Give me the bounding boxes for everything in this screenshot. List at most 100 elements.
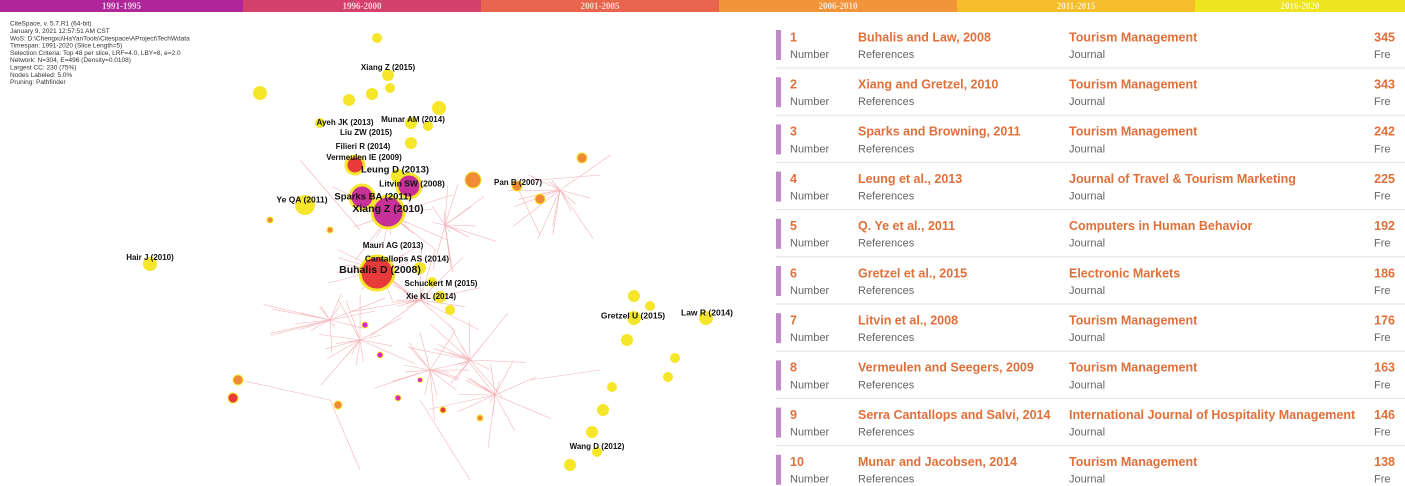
edge — [329, 319, 333, 354]
info-line: Selection Criteria: Top 48 per slice, LR… — [10, 50, 181, 57]
edge — [559, 154, 611, 191]
timeline-segment — [481, 0, 719, 12]
edge — [469, 359, 526, 363]
journal-label: Journal — [1069, 191, 1105, 203]
node — [348, 183, 376, 211]
node — [423, 121, 433, 131]
info-line: Pruning: Pathfinder — [10, 79, 66, 86]
node — [464, 171, 482, 189]
count-label: Fre — [1374, 379, 1391, 391]
node — [586, 426, 598, 438]
node-label: Ye QA (2011) — [276, 194, 327, 204]
edge — [437, 343, 471, 361]
edge — [465, 380, 496, 396]
edge — [329, 319, 336, 328]
journal: International Journal of Hospitality Man… — [1069, 408, 1356, 422]
edge — [419, 287, 481, 301]
edge — [326, 339, 361, 360]
node-label: Liu ZW (2015) — [340, 128, 392, 137]
title-label: References — [858, 49, 915, 61]
edge — [487, 394, 496, 449]
journal-label: Journal — [1069, 427, 1105, 439]
count-label: Fre — [1374, 143, 1391, 155]
edge — [429, 369, 457, 391]
edge — [269, 319, 331, 334]
edge — [329, 305, 341, 321]
edge — [429, 369, 459, 381]
edge — [419, 249, 436, 301]
info-line: WoS: D:\Chengxu\HaYanTools\Citespace\APr… — [10, 35, 190, 42]
edge — [444, 184, 459, 226]
count-label: Fre — [1374, 49, 1391, 61]
edge — [444, 224, 477, 227]
edge — [489, 394, 496, 404]
count-label: Fre — [1374, 191, 1391, 203]
edge — [432, 224, 446, 270]
edge — [429, 369, 435, 421]
info-line: January 9, 2021 12:57:51 AM CST — [10, 28, 110, 35]
edge — [432, 205, 446, 226]
timeline-label: 2016-2020 — [1281, 1, 1320, 11]
journal-label: Journal — [1069, 474, 1105, 486]
edge — [320, 339, 361, 386]
count: 225 — [1374, 172, 1395, 186]
journal-label: Journal — [1069, 143, 1105, 155]
title: Serra Cantallops and Salvi, 2014 — [858, 408, 1050, 422]
edge — [541, 189, 561, 194]
edge — [429, 369, 438, 397]
title: Buhalis and Law, 2008 — [858, 30, 991, 44]
edge — [444, 224, 452, 263]
node — [576, 152, 588, 164]
rank: 5 — [790, 219, 797, 233]
edge — [469, 312, 509, 361]
edge — [329, 293, 342, 321]
node-label: Wang D (2012) — [570, 442, 625, 451]
edge — [552, 189, 561, 235]
rank-label: Number — [790, 96, 829, 108]
timeline-label: 2011-2015 — [1057, 1, 1096, 11]
title-label: References — [858, 96, 915, 108]
node-label: Sparks BA (2011) — [334, 192, 411, 203]
edge — [338, 299, 361, 341]
node — [670, 353, 680, 363]
edge — [514, 174, 601, 183]
journal-label: Journal — [1069, 49, 1105, 61]
node — [253, 86, 267, 100]
rank-label: Number — [790, 427, 829, 439]
node — [385, 83, 395, 93]
node-label: Pan B (2007) — [494, 178, 542, 187]
node — [434, 291, 446, 303]
journal-label: Journal — [1069, 285, 1105, 297]
edge — [444, 185, 448, 226]
edge — [443, 210, 446, 226]
node-label: Xie KL (2014) — [406, 292, 456, 301]
network-edges — [239, 154, 611, 481]
node — [627, 311, 641, 325]
node — [232, 374, 244, 386]
timeline-segment — [719, 0, 957, 12]
timeline-segment — [1195, 0, 1405, 12]
row-marker — [776, 77, 781, 108]
node — [395, 172, 423, 200]
count: 345 — [1374, 30, 1395, 44]
timeline-label: 2001-2005 — [581, 1, 620, 11]
edge — [329, 399, 361, 471]
edge — [494, 376, 537, 396]
edge — [469, 359, 503, 398]
edge — [329, 310, 376, 321]
rank: 8 — [790, 361, 797, 375]
node — [663, 372, 673, 382]
count-label: Fre — [1374, 96, 1391, 108]
row-marker — [776, 30, 781, 60]
title-label: References — [858, 238, 915, 250]
node-label: Schuckert M (2015) — [405, 279, 478, 288]
edge — [356, 339, 361, 366]
edge — [405, 369, 431, 373]
node — [564, 459, 576, 471]
edge — [457, 394, 496, 413]
edge — [329, 297, 386, 321]
edge — [392, 284, 421, 301]
node — [432, 101, 446, 115]
edge — [468, 321, 471, 361]
title: Q. Ye et al., 2011 — [858, 219, 955, 233]
